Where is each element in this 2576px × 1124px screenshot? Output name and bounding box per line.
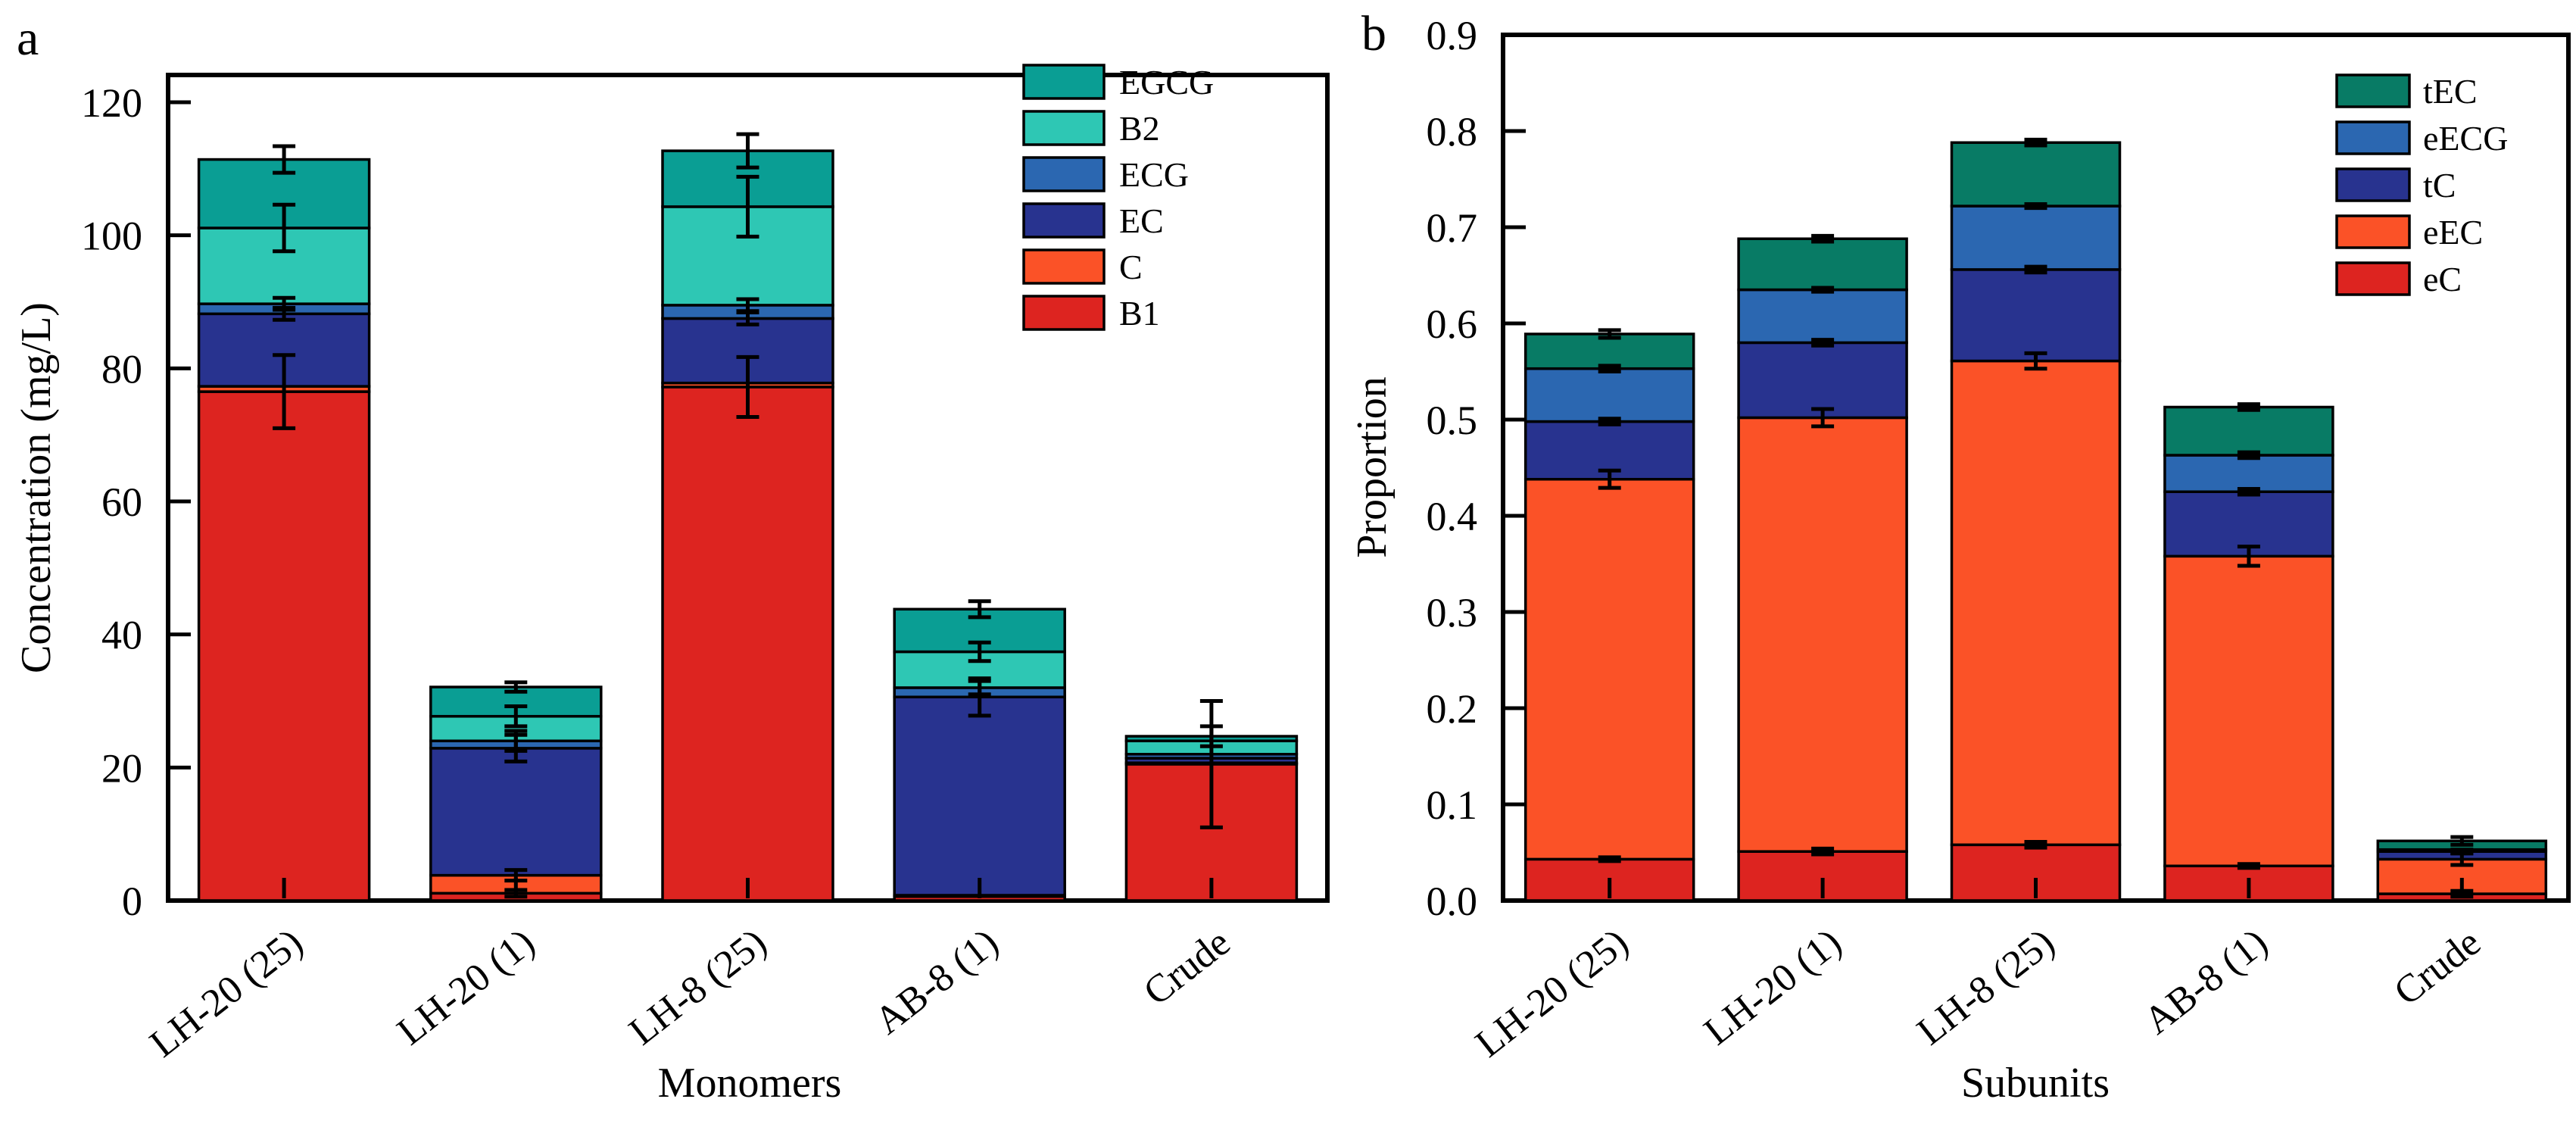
panel-b-category-label: LH-20 (1) bbox=[1696, 921, 1849, 1054]
panel-a-ytick-label: 40 bbox=[101, 613, 142, 658]
legend-swatch-b-eC bbox=[2335, 261, 2411, 296]
panel-a-ytick-label: 100 bbox=[81, 214, 142, 259]
legend-label-b-tC: tC bbox=[2423, 166, 2456, 205]
legend-swatch-a-ECG bbox=[1022, 156, 1106, 192]
bar-b-LH-20 (25)-eEC bbox=[1523, 477, 1695, 861]
legend-swatch-a-B1 bbox=[1022, 295, 1106, 331]
panel-b-ytick-label: 0.7 bbox=[1427, 205, 1478, 251]
panel-a-category-label: LH-8 (25) bbox=[622, 921, 775, 1054]
panel-b-category-label: Crude bbox=[2386, 921, 2488, 1014]
legend-label-b-eECG: eECG bbox=[2423, 119, 2508, 158]
legend-swatch-a-C bbox=[1022, 248, 1106, 285]
legend-swatch-a-B2 bbox=[1022, 110, 1106, 146]
bar-b-LH-20 (1)-eEC bbox=[1737, 416, 1908, 853]
panel-letter-a: a bbox=[17, 11, 39, 66]
panel-a-ytick-label: 20 bbox=[101, 745, 142, 791]
legend-label-a-C: C bbox=[1119, 248, 1143, 286]
bar-a-LH-8 (25)-B1 bbox=[661, 386, 834, 902]
legend-swatch-b-tC bbox=[2335, 167, 2411, 202]
legend-label-a-B2: B2 bbox=[1119, 109, 1160, 148]
panel-b-ytick-label: 0.5 bbox=[1427, 398, 1478, 443]
legend-label-b-eEC: eEC bbox=[2423, 213, 2483, 251]
bar-b-LH-8 (25)-eEC bbox=[1950, 359, 2122, 847]
panel-b-category-label: AB-8 (1) bbox=[2136, 921, 2275, 1043]
panel-a-category-label: LH-20 (25) bbox=[142, 921, 311, 1066]
bar-a-LH-20 (25)-B1 bbox=[197, 390, 371, 902]
legend-label-b-tEC: tEC bbox=[2423, 72, 2478, 111]
bar-b-LH-8 (25)-eECG bbox=[1950, 205, 2122, 271]
panel-a-category-label: Crude bbox=[1136, 921, 1238, 1014]
bar-b-AB-8 (1)-eECG bbox=[2163, 454, 2334, 493]
bar-b-AB-8 (1)-eEC bbox=[2163, 554, 2334, 868]
panel-b-ytick-label: 0.8 bbox=[1427, 109, 1478, 155]
bar-a-LH-20 (1)-EC bbox=[429, 747, 603, 877]
panel-b-ytick-label: 0.4 bbox=[1427, 494, 1478, 539]
panel-a-category-label: LH-20 (1) bbox=[389, 921, 542, 1054]
panel-b-category-label: LH-20 (25) bbox=[1467, 921, 1636, 1066]
panel-a-ytick-label: 120 bbox=[81, 80, 142, 126]
panel-a-ytick-label: 80 bbox=[101, 346, 142, 392]
panel-b-ytick-label: 0.1 bbox=[1427, 782, 1478, 828]
panel-b-ytick-label: 0.9 bbox=[1427, 13, 1478, 58]
bar-a-AB-8 (1)-EC bbox=[893, 695, 1066, 897]
panel-a-category-label: AB-8 (1) bbox=[867, 921, 1006, 1043]
panel-a-yaxis-title: Concentration (mg/L) bbox=[13, 302, 60, 673]
legend-label-a-EC: EC bbox=[1119, 201, 1164, 240]
bar-b-LH-20 (25)-tEC bbox=[1523, 333, 1695, 370]
panel-b-yaxis-title: Proportion bbox=[1349, 376, 1396, 558]
panel-a-xaxis-title: Monomers bbox=[658, 1060, 842, 1107]
panel-b-ytick-label: 0.3 bbox=[1427, 590, 1478, 635]
bar-b-LH-20 (25)-eECG bbox=[1523, 367, 1695, 423]
panel-b-category-label: LH-8 (25) bbox=[1910, 921, 2063, 1054]
bar-b-LH-20 (1)-eECG bbox=[1737, 288, 1908, 345]
bar-b-AB-8 (1)-tEC bbox=[2163, 405, 2334, 457]
bar-b-LH-20 (1)-tEC bbox=[1737, 237, 1908, 292]
panel-b-ytick-label: 0.2 bbox=[1427, 686, 1478, 732]
panel-b-ytick-label: 0.0 bbox=[1427, 879, 1478, 924]
legend-label-a-ECG: ECG bbox=[1119, 155, 1189, 194]
legend-swatch-b-eECG bbox=[2335, 120, 2411, 155]
legend-swatch-b-tEC bbox=[2335, 73, 2411, 108]
panel-a-ytick-label: 60 bbox=[101, 479, 142, 525]
legend-label-a-EGCG: EGCG bbox=[1119, 63, 1214, 101]
legend-swatch-a-EGCG bbox=[1022, 64, 1106, 100]
panel-b-ytick-label: 0.6 bbox=[1427, 301, 1478, 347]
legend-label-b-eC: eC bbox=[2423, 260, 2462, 298]
legend-swatch-b-eEC bbox=[2335, 214, 2411, 249]
bar-b-LH-8 (25)-tC bbox=[1950, 268, 2122, 363]
panel-letter-b: b bbox=[1361, 6, 1386, 61]
legend-label-a-B1: B1 bbox=[1119, 294, 1160, 333]
bar-b-LH-20 (1)-tC bbox=[1737, 341, 1908, 420]
panel-b-xaxis-title: Subunits bbox=[1961, 1060, 2110, 1107]
panel-a-ytick-label: 0 bbox=[122, 879, 142, 924]
legend-swatch-a-EC bbox=[1022, 202, 1106, 239]
bar-b-LH-8 (25)-tEC bbox=[1950, 141, 2122, 208]
